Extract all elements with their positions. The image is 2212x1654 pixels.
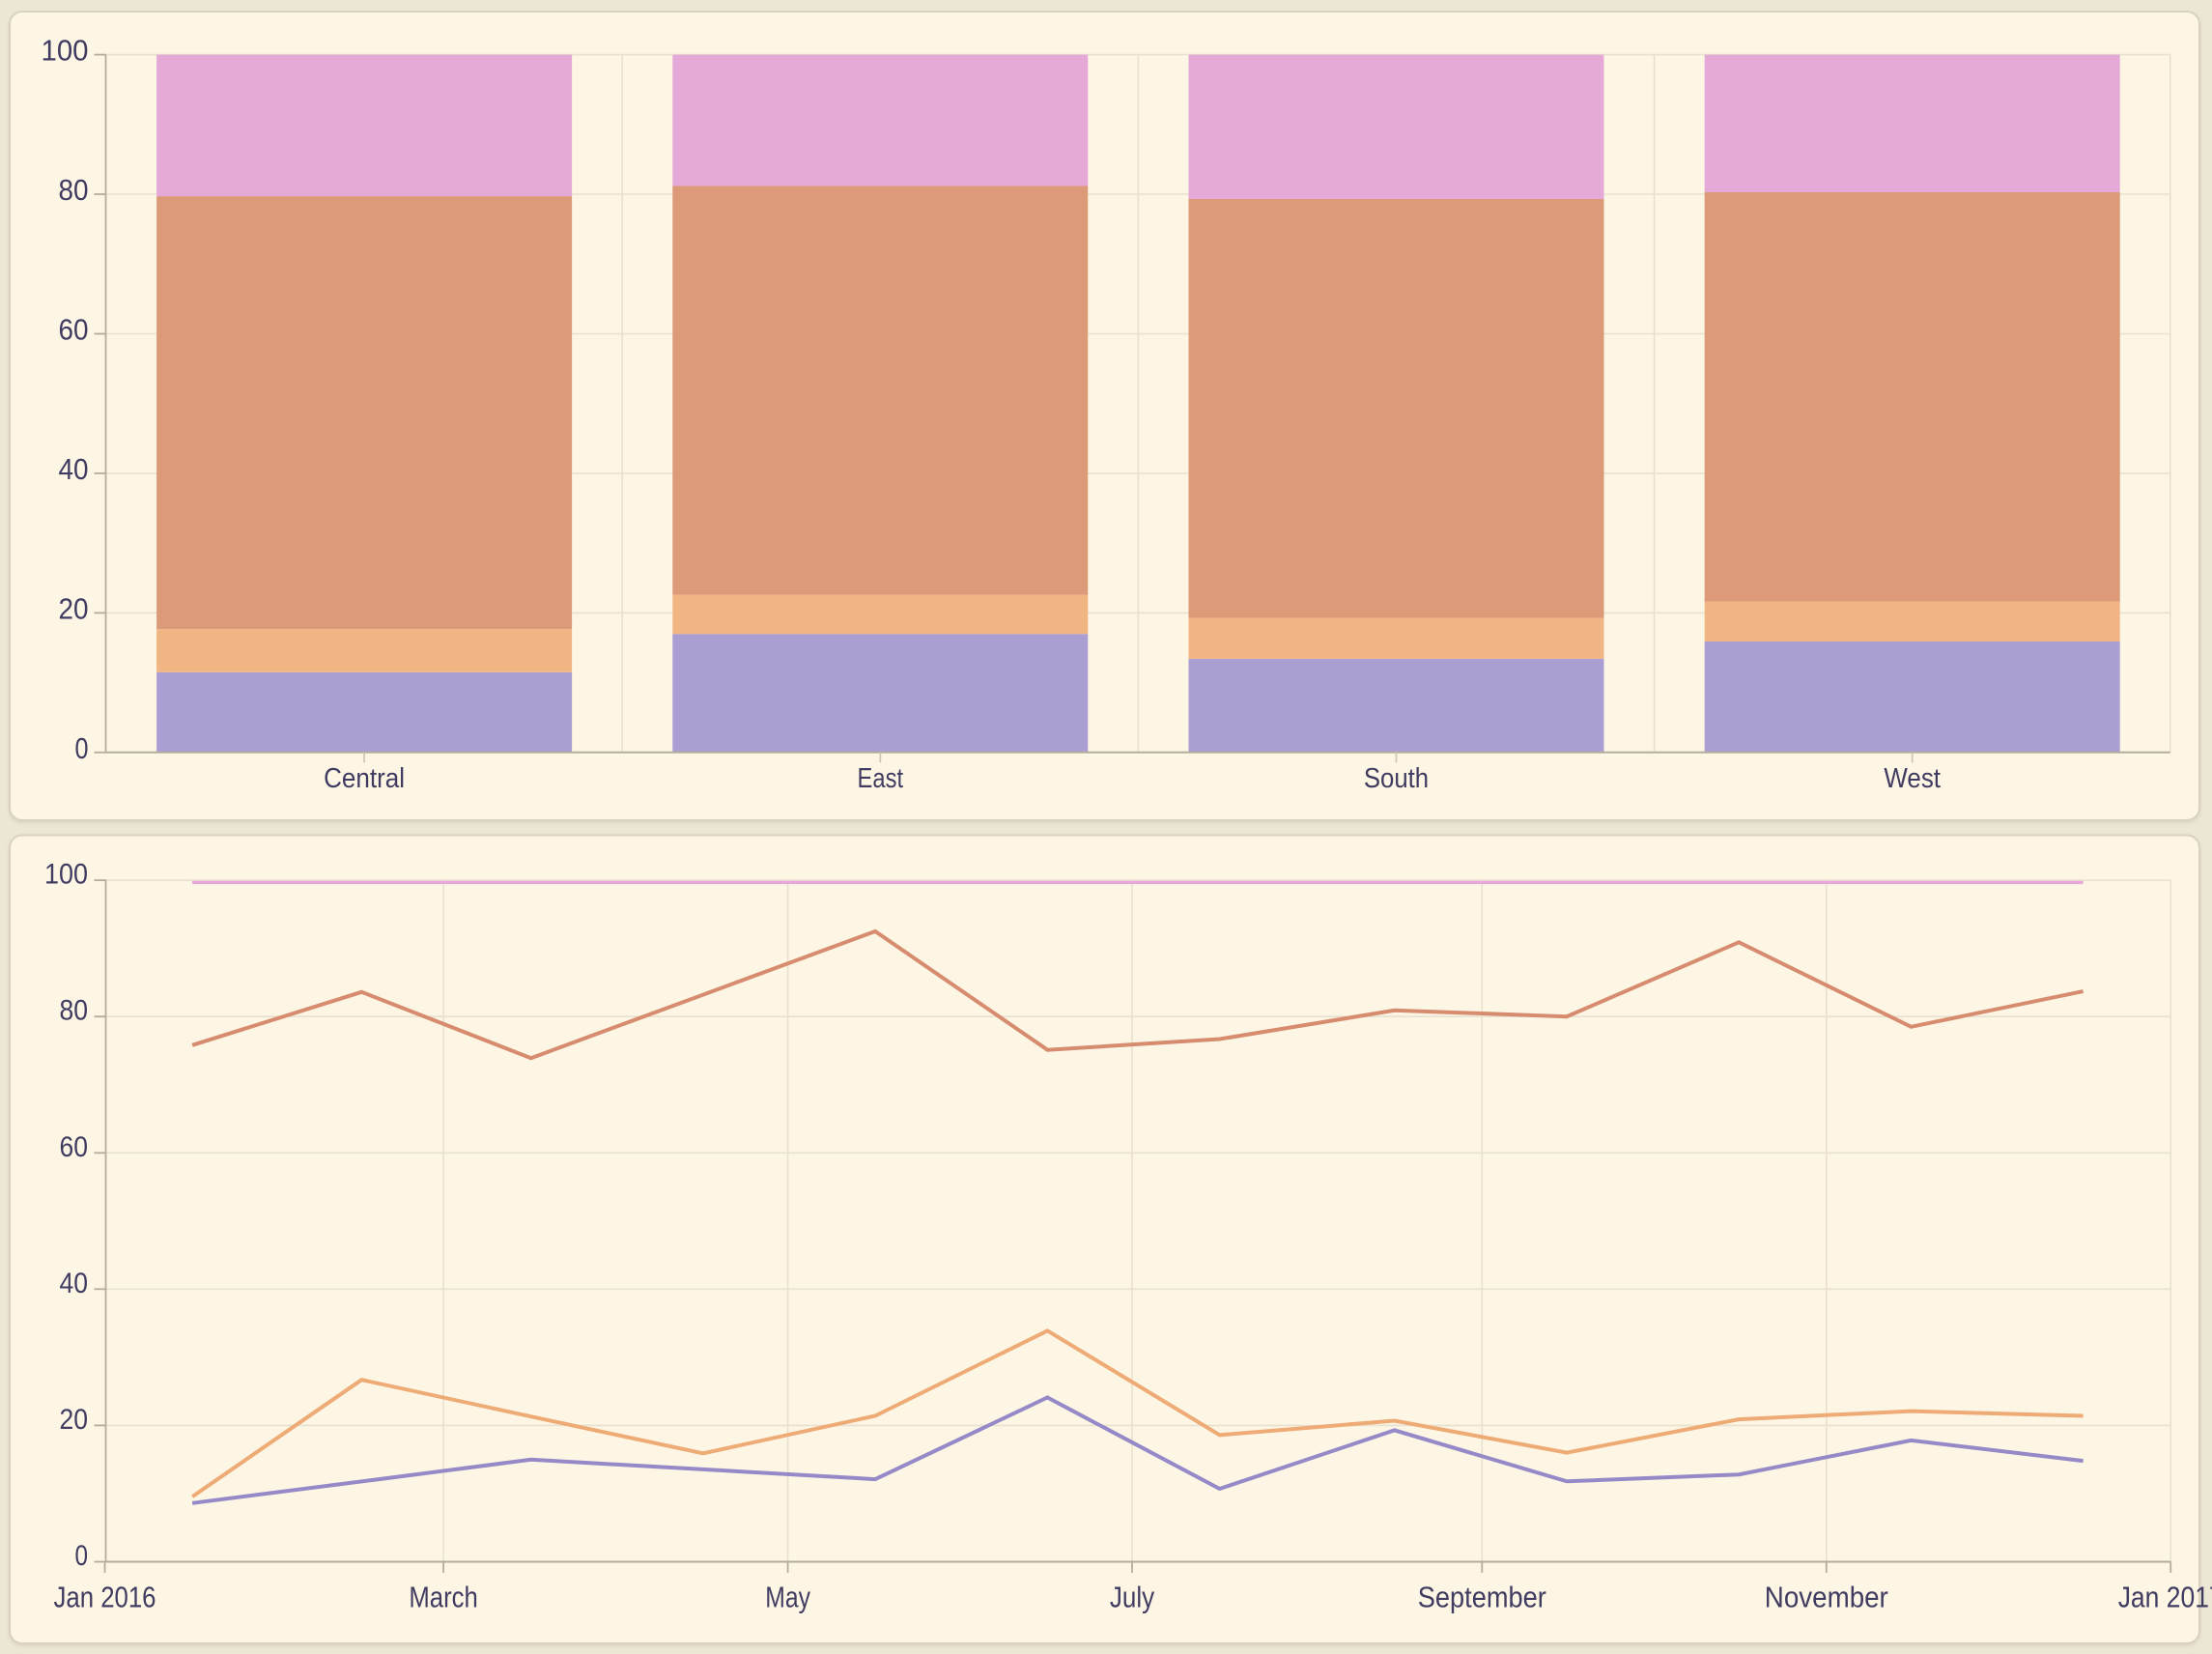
svg-text:September: September bbox=[1418, 1581, 1546, 1614]
svg-text:May: May bbox=[765, 1581, 810, 1614]
svg-text:20: 20 bbox=[59, 591, 89, 625]
svg-text:South: South bbox=[1364, 763, 1429, 794]
svg-text:80: 80 bbox=[60, 995, 89, 1027]
svg-text:100: 100 bbox=[44, 859, 88, 891]
svg-text:Central: Central bbox=[324, 763, 405, 794]
svg-text:60: 60 bbox=[60, 1131, 89, 1163]
svg-text:0: 0 bbox=[75, 731, 89, 765]
svg-text:40: 40 bbox=[60, 1268, 89, 1299]
svg-text:60: 60 bbox=[59, 313, 89, 347]
svg-text:100: 100 bbox=[42, 34, 89, 68]
svg-text:West: West bbox=[1884, 763, 1941, 794]
svg-text:March: March bbox=[409, 1581, 477, 1614]
svg-text:80: 80 bbox=[59, 173, 89, 207]
svg-text:Jan 2017: Jan 2017 bbox=[2118, 1581, 2212, 1614]
svg-text:November: November bbox=[1765, 1581, 1888, 1614]
svg-text:0: 0 bbox=[75, 1540, 89, 1572]
svg-text:East: East bbox=[858, 763, 904, 794]
svg-text:40: 40 bbox=[59, 452, 89, 486]
svg-text:Jan 2016: Jan 2016 bbox=[54, 1581, 156, 1614]
svg-text:20: 20 bbox=[60, 1404, 89, 1436]
svg-text:July: July bbox=[1110, 1581, 1155, 1614]
